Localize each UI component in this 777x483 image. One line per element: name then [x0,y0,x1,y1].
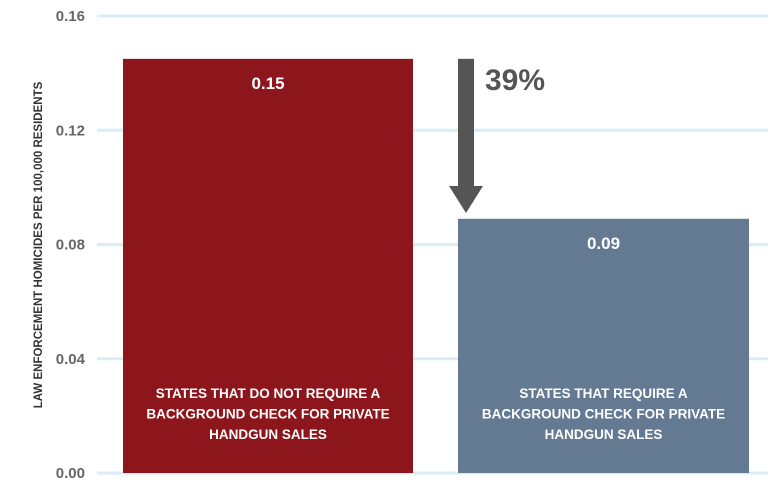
bar-category-label: BACKGROUND CHECK FOR PRIVATE [482,407,725,422]
y-tick-label: 0.00 [56,465,85,482]
bar-category-label: HANDGUN SALES [209,427,327,442]
bar-category-label: BACKGROUND CHECK FOR PRIVATE [146,407,389,422]
arrow-shaft [458,58,474,186]
bar-value-label: 0.09 [587,234,620,253]
bar [458,218,749,473]
y-tick-label: 0.12 [56,122,85,139]
bar [123,58,413,473]
y-tick-label: 0.04 [56,351,86,368]
percent-decrease-label: 39% [485,64,545,97]
bar-value-label: 0.15 [251,74,284,93]
bar-category-label: STATES THAT REQUIRE A [519,386,687,401]
bars [123,58,749,473]
y-tick-label: 0.08 [56,237,85,254]
bar-category-label: HANDGUN SALES [545,427,663,442]
y-axis-title: LAW ENFORCEMENT HOMICIDES PER 100,000 RE… [33,81,45,408]
bar-category-label: STATES THAT DO NOT REQUIRE A [156,386,381,401]
bar-labels: 0.00 0.04 0.08 0.12 0.16 0.15 STATES THAT DO N… [56,8,725,482]
arrow-head [449,186,483,213]
y-tick-label: 0.16 [56,8,85,25]
decrease-annotation: 39% [449,58,545,213]
